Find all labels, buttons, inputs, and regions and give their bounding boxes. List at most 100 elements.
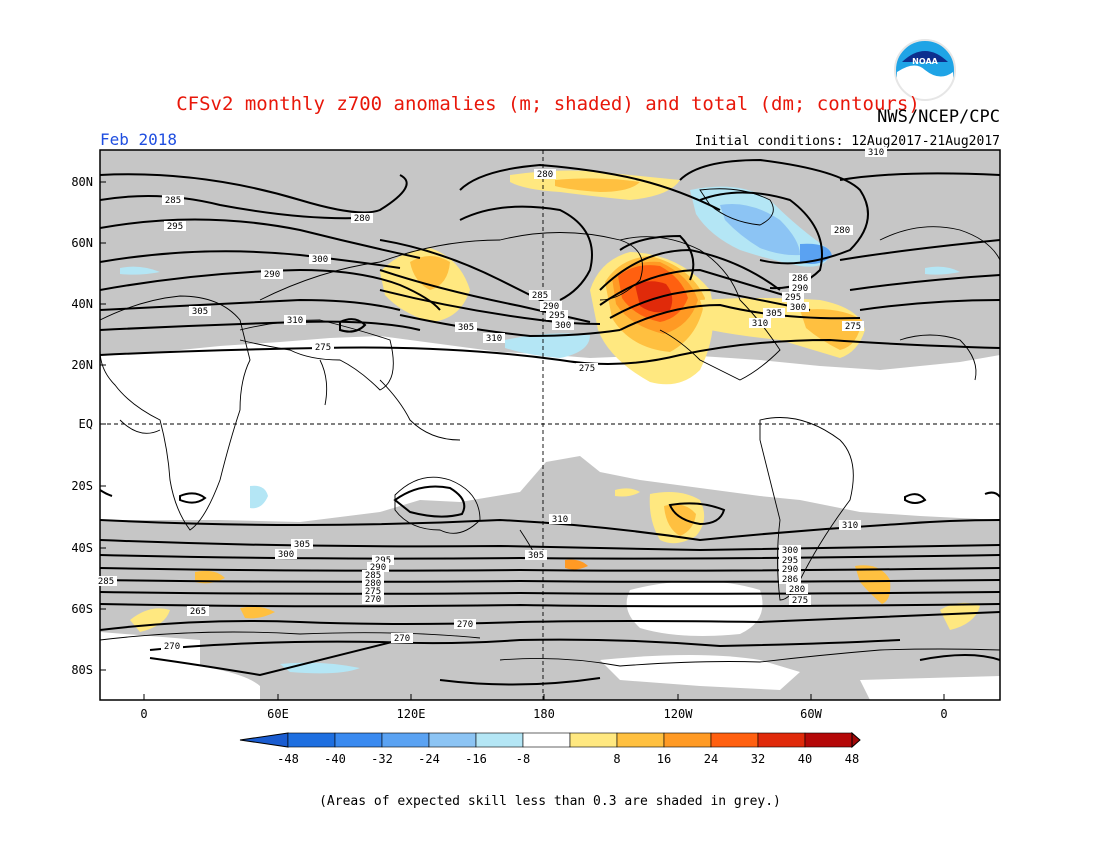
lon-tick-label: 60W bbox=[800, 707, 822, 721]
contour-label: 300 bbox=[790, 303, 806, 313]
contour-label: 295 bbox=[549, 311, 565, 321]
contour-label-bg bbox=[362, 578, 384, 588]
colorbar-label: -24 bbox=[418, 752, 440, 766]
colorbar-label: 24 bbox=[704, 752, 718, 766]
contour-label: 285 bbox=[532, 291, 548, 301]
colorbar-swatch bbox=[569, 732, 618, 748]
lon-tick-label: 120E bbox=[397, 707, 426, 721]
contour-label-bg bbox=[275, 549, 297, 559]
contour-label-bg bbox=[454, 619, 476, 629]
colorbar-label: -32 bbox=[371, 752, 393, 766]
lon-tick-label: 0 bbox=[940, 707, 947, 721]
contour-label-bg bbox=[779, 564, 801, 574]
contour-label-bg bbox=[367, 562, 389, 572]
contour-label: 280 bbox=[789, 585, 805, 595]
contour-label: 310 bbox=[868, 148, 884, 158]
contour-label-bg bbox=[284, 315, 306, 325]
contour-label: 280 bbox=[354, 214, 370, 224]
contour-label-bg bbox=[779, 545, 801, 555]
contour-label-bg bbox=[362, 570, 384, 580]
contour-label: 275 bbox=[315, 343, 331, 353]
footnote: (Areas of expected skill less than 0.3 a… bbox=[319, 794, 781, 809]
agency-label: NWS/NCEP/CPC bbox=[877, 107, 1000, 127]
lat-tick-label: 20S bbox=[71, 479, 93, 493]
colorbar-label: 48 bbox=[845, 752, 859, 766]
contour-label: 310 bbox=[752, 319, 768, 329]
contour-label-bg bbox=[789, 273, 811, 283]
colorbar-swatch bbox=[757, 732, 806, 748]
contour-label-bg bbox=[789, 283, 811, 293]
contour-label-bg bbox=[552, 320, 574, 330]
colorbar-label: 32 bbox=[751, 752, 765, 766]
contour-label: 305 bbox=[766, 309, 782, 319]
contour-labels: 2802852952903003053102752802852902953003… bbox=[95, 147, 887, 652]
contour-label-bg bbox=[525, 550, 547, 560]
contour-label-bg bbox=[842, 321, 864, 331]
contour-label: 300 bbox=[555, 321, 571, 331]
contour-label: 275 bbox=[579, 364, 595, 374]
contour-label-bg bbox=[189, 306, 211, 316]
colorbar-swatch bbox=[616, 732, 665, 748]
contour-label: 310 bbox=[287, 316, 303, 326]
contour-label: 290 bbox=[264, 270, 280, 280]
contour-label-bg bbox=[261, 269, 283, 279]
contour-label: 270 bbox=[394, 634, 410, 644]
contour-label: 290 bbox=[792, 284, 808, 294]
lat-tick-label: 80S bbox=[71, 663, 93, 677]
noaa-logo: NOAA bbox=[894, 39, 956, 101]
contour-label-bg bbox=[309, 254, 331, 264]
month-label: Feb 2018 bbox=[100, 130, 177, 149]
figure-title: CFSv2 monthly z700 anomalies (m; shaded)… bbox=[176, 93, 920, 115]
map-area bbox=[100, 150, 1000, 700]
contour-label-bg bbox=[162, 195, 184, 205]
contour-label-bg bbox=[782, 292, 804, 302]
contour-label-bg bbox=[786, 584, 808, 594]
lon-tick-label: 180 bbox=[533, 707, 555, 721]
contour-label-bg bbox=[576, 363, 598, 373]
logo-text: NOAA bbox=[912, 57, 938, 66]
contour-label: 265 bbox=[190, 607, 206, 617]
colorbar-label: -40 bbox=[324, 752, 346, 766]
contour-label: 305 bbox=[458, 323, 474, 333]
lon-tick-label: 60E bbox=[267, 707, 289, 721]
contour-label: 270 bbox=[164, 642, 180, 652]
contour-label: 280 bbox=[834, 226, 850, 236]
colorbar-swatch bbox=[334, 732, 383, 748]
contour-label: 280 bbox=[365, 579, 381, 589]
contour-label-bg bbox=[362, 594, 384, 604]
contour-label: 275 bbox=[845, 322, 861, 332]
colorbar-swatch bbox=[804, 732, 853, 748]
lon-tick-label: 0 bbox=[140, 707, 147, 721]
colorbar-swatch bbox=[710, 732, 759, 748]
contour-label: 270 bbox=[365, 595, 381, 605]
latitude-ticks: 80N 60N 40N 20N EQ 20S 40S 60S 80S bbox=[71, 175, 106, 677]
lat-tick-label: 60N bbox=[71, 236, 93, 250]
contour-label-bg bbox=[362, 586, 384, 596]
contour-label: 270 bbox=[457, 620, 473, 630]
contour-label: 295 bbox=[785, 293, 801, 303]
colorbar-swatch bbox=[287, 732, 336, 748]
contour-label: 310 bbox=[486, 334, 502, 344]
colorbar-label: -16 bbox=[465, 752, 487, 766]
contour-label-bg bbox=[351, 213, 373, 223]
contour-label-bg bbox=[546, 310, 568, 320]
init-conditions-label: Initial conditions: 12Aug2017-21Aug2017 bbox=[695, 134, 1000, 149]
contour-label-bg bbox=[161, 641, 183, 651]
contour-label: 290 bbox=[543, 302, 559, 312]
colorbar-label: 8 bbox=[613, 752, 620, 766]
contour-label: 280 bbox=[537, 170, 553, 180]
contour-label: 290 bbox=[370, 563, 386, 573]
contour-label-bg bbox=[763, 308, 785, 318]
contour-label: 300 bbox=[278, 550, 294, 560]
contour-label-bg bbox=[540, 301, 562, 311]
positive-anomalies bbox=[130, 170, 980, 632]
contour-label: 305 bbox=[192, 307, 208, 317]
contour-label-bg bbox=[187, 606, 209, 616]
colorbar-right-arrow bbox=[851, 731, 861, 749]
contour-label-bg bbox=[779, 574, 801, 584]
contour-label-bg bbox=[372, 555, 394, 565]
contour-label: 295 bbox=[167, 222, 183, 232]
map-border bbox=[99, 149, 1001, 701]
contour-label: 300 bbox=[312, 255, 328, 265]
